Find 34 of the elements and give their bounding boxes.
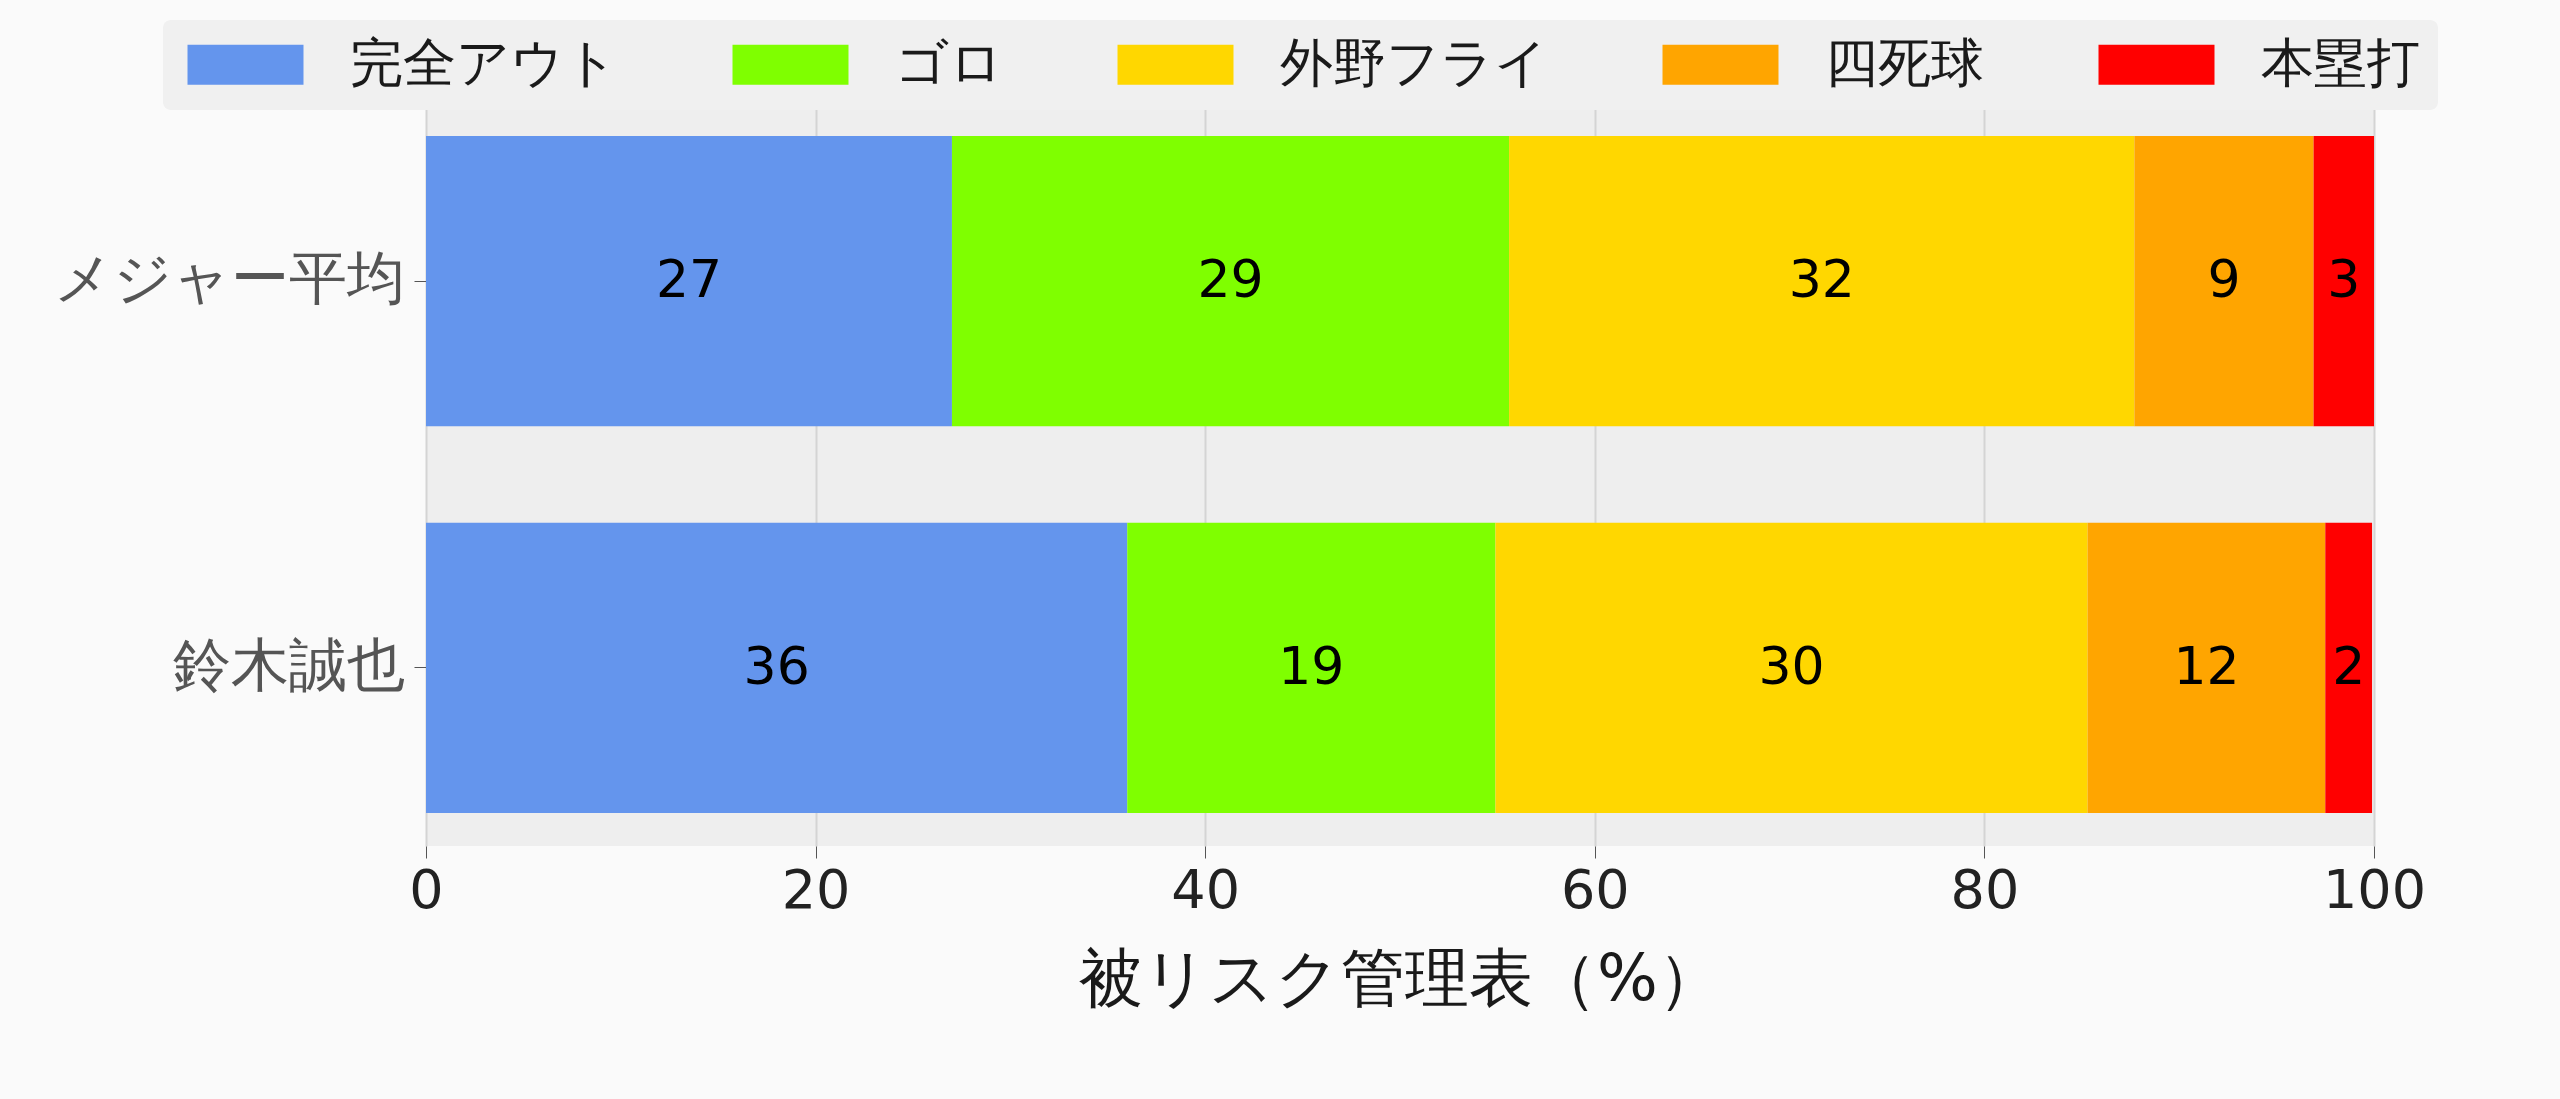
bar xyxy=(1127,522,1496,814)
data-label: 9 xyxy=(2207,249,2241,310)
bar xyxy=(1495,522,2088,814)
y-tick-label: メジャー平均 xyxy=(53,244,405,313)
data-label: 36 xyxy=(743,635,810,696)
legend-label: 四死球 xyxy=(1825,31,1984,93)
x-tick-label: 60 xyxy=(1560,857,1630,921)
legend-label: ゴロ xyxy=(895,31,1003,93)
data-label: 2 xyxy=(2332,635,2366,696)
data-label: 12 xyxy=(2173,635,2240,696)
bar xyxy=(2134,135,2314,427)
bar xyxy=(2325,522,2373,814)
bar xyxy=(2087,522,2326,814)
x-tick-label: 0 xyxy=(409,857,444,921)
data-label: 32 xyxy=(1788,249,1855,310)
data-label: 30 xyxy=(1758,635,1825,696)
y-tick-label: 鈴木誠也 xyxy=(172,630,405,699)
data-label: 29 xyxy=(1197,249,1264,310)
x-axis-title: 被リスク管理表（%） xyxy=(1079,940,1722,1015)
legend-label: 外野フライ xyxy=(1280,31,1548,93)
bar xyxy=(426,522,1128,814)
x-tick-label: 40 xyxy=(1171,857,1241,921)
bar xyxy=(1509,135,2135,427)
data-label: 3 xyxy=(2327,249,2361,310)
x-tick-label: 80 xyxy=(1950,857,2020,921)
bar xyxy=(2313,135,2374,427)
data-label: 27 xyxy=(655,249,723,310)
legend-label: 本塁打 xyxy=(2261,31,2420,93)
x-tick-label: 20 xyxy=(781,857,851,921)
data-label: 19 xyxy=(1278,635,1345,696)
bar xyxy=(426,135,952,427)
legend-label: 完全アウト xyxy=(350,31,618,93)
bar xyxy=(951,135,1510,427)
x-tick-label: 100 xyxy=(2322,857,2427,921)
